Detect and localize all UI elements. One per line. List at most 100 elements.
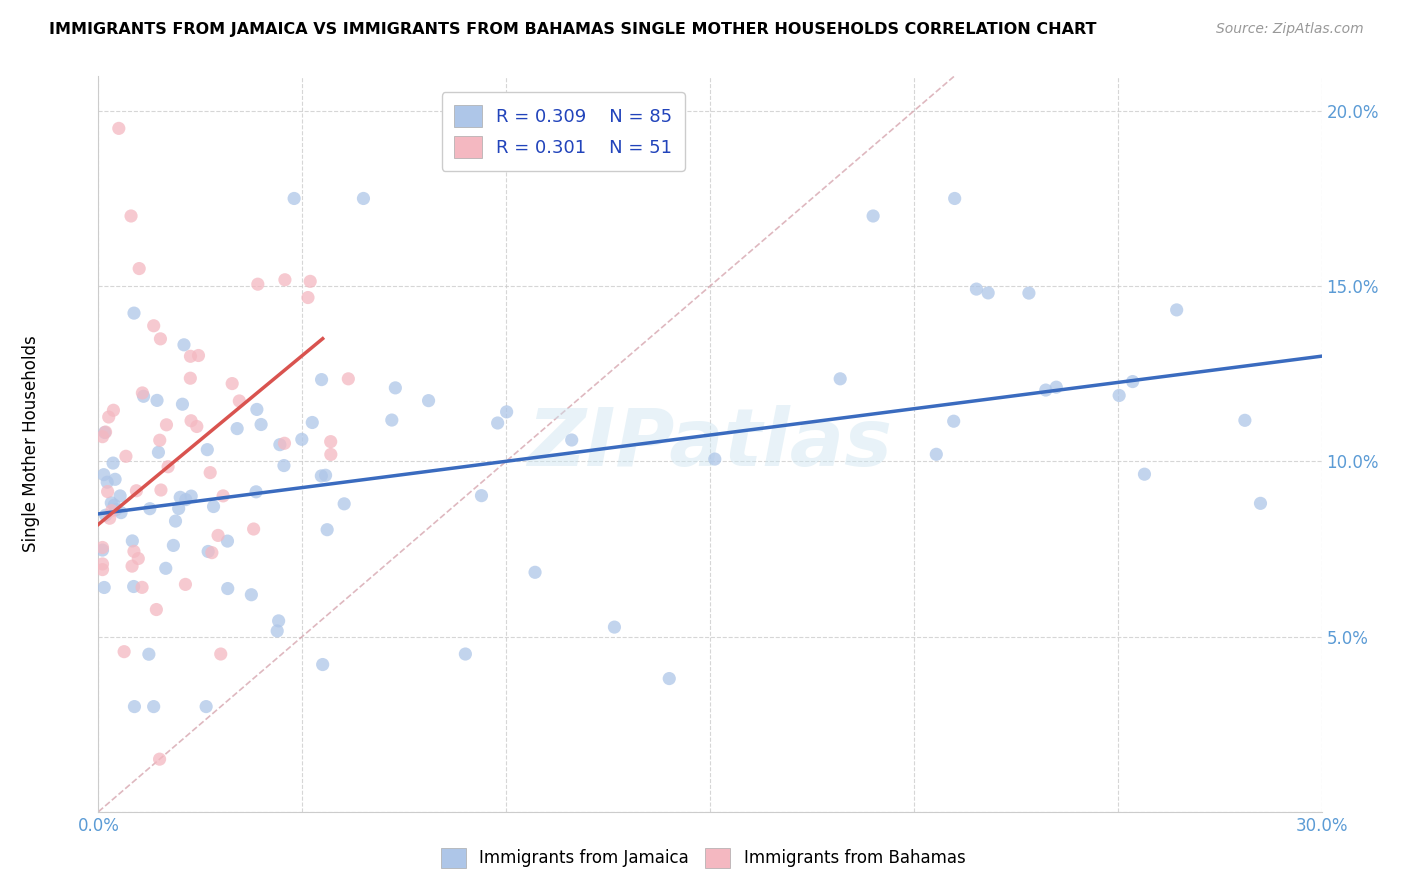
Point <box>245 484 267 499</box>
Point <box>221 376 243 391</box>
Point <box>291 433 314 447</box>
Point <box>145 602 167 616</box>
Point <box>830 372 852 386</box>
Point <box>1166 302 1188 317</box>
Point <box>524 566 547 580</box>
Legend: Immigrants from Jamaica, Immigrants from Bahamas: Immigrants from Jamaica, Immigrants from… <box>434 841 972 875</box>
Point <box>142 699 165 714</box>
Text: ZIPatlas: ZIPatlas <box>527 405 893 483</box>
Text: IMMIGRANTS FROM JAMAICA VS IMMIGRANTS FROM BAHAMAS SINGLE MOTHER HOUSEHOLDS CORR: IMMIGRANTS FROM JAMAICA VS IMMIGRANTS FR… <box>49 22 1097 37</box>
Point <box>862 209 884 223</box>
Point <box>381 413 404 427</box>
Point <box>132 389 155 403</box>
Point <box>94 508 117 523</box>
Point <box>1035 383 1057 397</box>
Point <box>101 456 124 470</box>
Point <box>273 458 295 473</box>
Point <box>142 318 165 333</box>
Point <box>283 192 305 206</box>
Point <box>179 371 201 385</box>
Point <box>138 647 160 661</box>
Text: Single Mother Households: Single Mother Households <box>22 335 41 552</box>
Point <box>418 393 440 408</box>
Point <box>312 657 335 672</box>
Point <box>104 472 127 486</box>
Point <box>977 285 1000 300</box>
Point <box>155 417 177 432</box>
Point <box>122 544 145 558</box>
Point <box>301 416 323 430</box>
Point <box>103 498 125 512</box>
Point <box>162 538 184 552</box>
Point <box>333 497 356 511</box>
Point <box>124 699 146 714</box>
Point <box>172 397 194 411</box>
Point <box>93 467 115 482</box>
Point <box>470 489 492 503</box>
Point <box>96 475 118 490</box>
Point <box>240 588 263 602</box>
Point <box>121 533 143 548</box>
Point <box>202 500 225 514</box>
Point <box>97 484 120 499</box>
Point <box>495 405 517 419</box>
Point <box>1045 380 1067 394</box>
Point <box>266 624 288 638</box>
Point <box>315 468 337 483</box>
Point <box>174 577 197 591</box>
Point <box>319 434 342 449</box>
Point <box>246 277 269 292</box>
Point <box>658 672 681 686</box>
Point <box>179 349 201 363</box>
Text: Source: ZipAtlas.com: Source: ZipAtlas.com <box>1216 22 1364 37</box>
Point <box>105 502 128 516</box>
Point <box>122 306 145 320</box>
Point <box>297 291 319 305</box>
Point <box>115 450 138 464</box>
Point <box>98 511 121 525</box>
Point <box>274 273 297 287</box>
Point <box>1018 286 1040 301</box>
Point <box>131 386 153 401</box>
Point <box>250 417 273 432</box>
Point <box>94 425 117 439</box>
Point <box>125 483 148 498</box>
Point <box>174 492 197 507</box>
Point <box>195 699 218 714</box>
Point <box>122 580 145 594</box>
Point <box>165 514 187 528</box>
Point <box>155 561 177 575</box>
Point <box>384 381 406 395</box>
Point <box>187 349 209 363</box>
Point <box>267 614 290 628</box>
Point <box>198 466 221 480</box>
Point <box>149 332 172 346</box>
Point <box>1108 388 1130 402</box>
Point <box>93 581 115 595</box>
Point <box>127 551 149 566</box>
Point <box>139 501 162 516</box>
Point <box>180 489 202 503</box>
Point <box>212 489 235 503</box>
Point <box>167 501 190 516</box>
Point <box>91 543 114 558</box>
Point <box>299 274 322 288</box>
Point <box>1249 496 1271 510</box>
Point <box>311 469 333 483</box>
Point <box>603 620 626 634</box>
Point <box>186 419 208 434</box>
Point <box>486 416 509 430</box>
Point <box>157 459 180 474</box>
Point <box>242 522 264 536</box>
Point <box>131 580 153 594</box>
Point <box>103 403 125 417</box>
Point <box>228 394 250 409</box>
Point <box>149 483 172 497</box>
Point <box>149 434 172 448</box>
Point <box>1133 467 1156 482</box>
Point <box>352 192 374 206</box>
Point <box>148 445 170 459</box>
Point <box>246 402 269 417</box>
Point <box>943 192 966 206</box>
Point <box>97 409 120 424</box>
